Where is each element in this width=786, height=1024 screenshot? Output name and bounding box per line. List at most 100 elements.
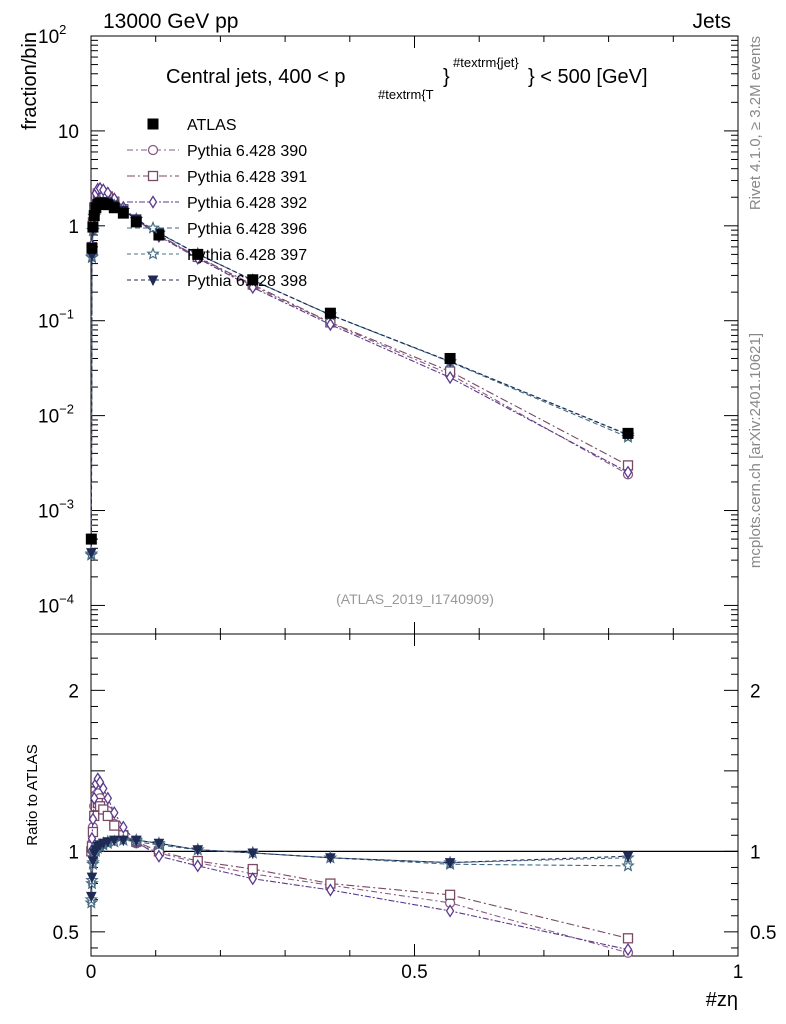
legend-entry: Pythia 6.428 396 xyxy=(127,220,307,238)
series-ratio-point xyxy=(622,933,634,944)
ratio-tick-label: 0.5 xyxy=(53,923,79,944)
series-ratio-point xyxy=(154,849,164,863)
series-ratio-point xyxy=(86,891,97,903)
series-ratio-point xyxy=(87,856,99,868)
energy-label: 13000 GeV pp xyxy=(103,10,238,33)
atlas-data-point xyxy=(622,427,634,439)
series-ratio-point xyxy=(248,872,258,886)
atlas-data-point xyxy=(192,248,204,260)
series-ratio-point xyxy=(192,845,204,856)
legend-entry: ATLAS xyxy=(147,117,237,134)
ratio-y-axis-label: Ratio to ATLAS xyxy=(24,744,41,845)
series-point xyxy=(445,370,455,385)
series-ratio-point xyxy=(622,851,634,863)
title-close-brace: } xyxy=(443,66,450,88)
x-axis-label: #zη xyxy=(706,989,738,1011)
title-subscript: #textrm{T xyxy=(378,87,434,102)
process-label: Jets xyxy=(692,10,731,33)
series-ratio-point xyxy=(193,859,203,873)
series-ratio-point xyxy=(109,820,120,831)
legend-label: Pythia 6.428 391 xyxy=(187,169,307,186)
atlas-data-point xyxy=(130,216,142,228)
legend-entry: Pythia 6.428 392 xyxy=(127,195,307,212)
legend: ATLAS Pythia 6.428 390 Pythia 6.428 391 Pyt… xyxy=(127,117,307,290)
atlas-data-point xyxy=(85,533,97,545)
legend-marker xyxy=(147,170,159,182)
legend-label: Pythia 6.428 398 xyxy=(187,273,307,290)
series-ratio-point xyxy=(444,858,456,869)
atlas-data-point xyxy=(324,307,336,319)
atlas-data-point xyxy=(117,207,129,219)
series-ratio-point xyxy=(99,781,108,796)
atlas-data-point xyxy=(153,229,165,241)
y-tick-label: 10 xyxy=(58,122,79,143)
atlas-data-point xyxy=(444,352,456,364)
legend-label: Pythia 6.428 392 xyxy=(187,195,307,212)
series-point xyxy=(86,548,97,559)
x-tick-label: 0.5 xyxy=(401,962,427,983)
legend-marker xyxy=(147,118,159,130)
series-point xyxy=(326,317,335,332)
series-6-ratio xyxy=(86,835,634,903)
series-ratio-point xyxy=(444,889,456,900)
series-ratio-point xyxy=(326,883,335,897)
title-superscript: #textrm{jet} xyxy=(453,55,519,70)
chart-title: Central jets, 400 < p #textrm{T } #textr… xyxy=(166,55,648,102)
series-layer xyxy=(84,181,635,958)
x-tick-label: 1 xyxy=(733,962,744,983)
rivet-version-label: Rivet 4.1.0, ≥ 3.2M events xyxy=(747,36,764,210)
series-ratio-point xyxy=(119,820,128,834)
legend-label: Pythia 6.428 396 xyxy=(187,221,307,238)
series-ratio-point xyxy=(445,904,455,918)
atlas-data-point xyxy=(247,274,259,286)
y-tick-label: 10−1 xyxy=(38,307,74,333)
title-main: Central jets, 400 < p xyxy=(166,66,346,88)
series-ratio-point xyxy=(153,838,165,850)
ratio-tick-label: 1 xyxy=(68,842,79,863)
analysis-watermark: (ATLAS_2019_I1740909) xyxy=(336,591,494,607)
series-ratio-point xyxy=(103,791,113,805)
series-ratio-point xyxy=(325,853,336,864)
mcplots-reference-label: mcplots.cern.ch [arXiv:2401.10621] xyxy=(747,333,764,568)
y-tick-label: 10−2 xyxy=(38,402,74,428)
y-tick-label: 1 xyxy=(68,217,79,238)
title-tail: } < 500 [GeV] xyxy=(528,66,648,88)
legend-marker xyxy=(147,275,159,287)
atlas-data-point xyxy=(87,221,99,233)
ratio-tick-label-right: 1 xyxy=(750,842,761,863)
ratio-tick-label: 2 xyxy=(68,681,79,702)
series-ratio-point xyxy=(87,831,97,846)
ratio-tick-label-right: 2 xyxy=(750,681,761,702)
series-ratio-point xyxy=(623,942,633,957)
y-tick-label: 10−4 xyxy=(38,591,74,617)
legend-entry: Pythia 6.428 397 xyxy=(127,246,307,264)
legend-marker xyxy=(146,246,160,260)
y-tick-label: 10−3 xyxy=(38,497,74,523)
atlas-data-point xyxy=(86,242,98,254)
series-ratio-point xyxy=(118,835,129,847)
legend-entry: Pythia 6.428 398 xyxy=(127,273,307,290)
series-ratio-point xyxy=(130,835,142,847)
legend-entry: Pythia 6.428 390 xyxy=(127,143,307,160)
ratio-tick-label-right: 0.5 xyxy=(750,923,776,944)
atlas-data-point xyxy=(108,202,120,214)
y-axis-label: fraction/bin xyxy=(19,32,41,130)
x-tick-label: 0 xyxy=(86,962,97,983)
series-ratio-point xyxy=(89,791,99,805)
atlas-data-series xyxy=(85,197,634,545)
legend-marker xyxy=(146,220,160,234)
legend-label: Pythia 6.428 397 xyxy=(187,247,307,264)
legend-marker xyxy=(148,195,158,209)
series-ratio-point xyxy=(108,835,120,847)
series-ratio-point xyxy=(88,812,98,826)
legend-entry: Pythia 6.428 391 xyxy=(127,169,307,186)
series-ratio-point xyxy=(86,872,98,884)
y-tick-label: 102 xyxy=(38,22,66,48)
legend-marker xyxy=(147,144,159,156)
series-ratio-point xyxy=(621,858,635,872)
series-ratio-point xyxy=(247,848,259,860)
legend-label: ATLAS xyxy=(187,117,237,134)
legend-label: Pythia 6.428 390 xyxy=(187,143,307,160)
series-point xyxy=(623,465,633,479)
